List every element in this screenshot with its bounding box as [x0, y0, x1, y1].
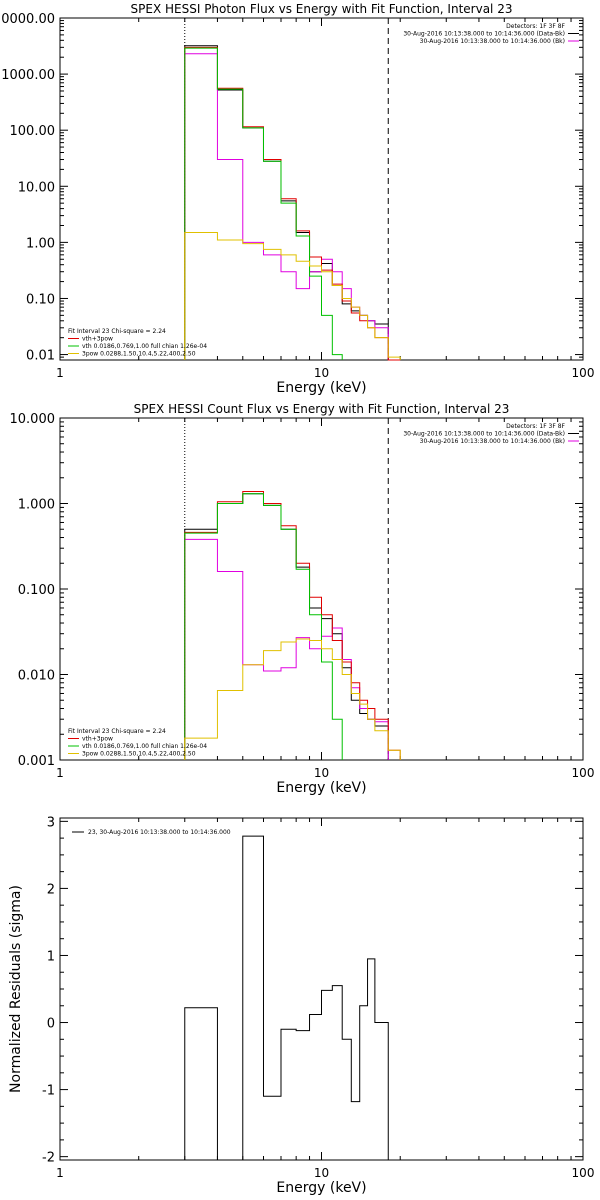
- chart-2-legend-bottom-entry: vth+3pow: [82, 736, 113, 743]
- chart-1-legend-bottom-entry: vth+3pow: [82, 336, 113, 343]
- chart-2-legend-bottom-entry: vth 0.0186,0.769,1.00 full chian 1.26e-0…: [82, 743, 207, 750]
- chart-1-legend-top-entry: Detectors: 1F 3F 8F: [506, 23, 565, 30]
- chart-2-x-tick-label: 100: [572, 766, 595, 780]
- chart-2-title: SPEX HESSI Count Flux vs Energy with Fit…: [134, 402, 510, 416]
- chart-3-legend-entry: 23, 30-Aug-2016 10:13:38.000 to 10:14:36…: [88, 829, 231, 836]
- chart-1-y-tick-label: 100.00: [10, 124, 56, 139]
- chart-2-series-1: [184, 493, 389, 760]
- chart-1-legend-top-entry: 30-Aug-2016 10:13:38.000 to 10:14:36.000…: [403, 31, 565, 38]
- chart-1-y-tick-label: 0.10: [26, 292, 55, 307]
- chart-3-y-label: Normalized Residuals (sigma): [8, 885, 24, 1093]
- chart-1-legend-bottom-entry: vth 0.0186,0.769,1.00 full chian 1.26e-0…: [82, 343, 207, 350]
- chart-1-x-tick-label: 10: [314, 366, 329, 380]
- chart-1-y-tick-label: 0.01: [26, 349, 55, 364]
- chart-3-x-label: Energy (keV): [276, 1180, 366, 1196]
- chart-1-x-tick-label: 100: [572, 366, 595, 380]
- chart-2-series-3: [184, 491, 401, 760]
- chart-1-x-tick-label: 1: [56, 366, 64, 380]
- chart-3-x-tick-label: 10: [314, 1166, 329, 1180]
- chart-3-x-tick-label: 1: [56, 1166, 64, 1180]
- chart-2-y-tick-label: 0.001: [18, 754, 55, 769]
- chart-2-x-tick-label: 1: [56, 766, 64, 780]
- chart-1-series-4: [184, 47, 343, 360]
- chart-2-legend-top-entry: 30-Aug-2016 10:13:38.000 to 10:14:36.000…: [403, 431, 565, 438]
- chart-2-legend-bottom-entry: Fit Interval 23 Chi-square = 2.24: [68, 728, 166, 735]
- chart-2-y-tick-label: 10.000: [10, 412, 56, 427]
- chart-1-y-tick-label: 1.00: [26, 236, 55, 251]
- chart-2-x-tick-label: 10: [314, 766, 329, 780]
- chart-3-y-tick-label: 3: [47, 815, 55, 830]
- chart-1-series-2: [184, 53, 389, 360]
- chart-2-y-tick-label: 0.100: [18, 583, 55, 598]
- chart-2-legend-bottom-entry: 3pow 0.0288,1.50,10.4,5.22,400,2.50: [82, 751, 196, 758]
- chart-2-x-label: Energy (keV): [276, 780, 366, 796]
- chart-1-legend-bottom-entry: Fit Interval 23 Chi-square = 2.24: [68, 328, 166, 335]
- chart-1-series-5: [184, 231, 401, 360]
- chart-1-y-tick-label: 1000.00: [1, 68, 55, 83]
- chart-2-y-tick-label: 0.010: [18, 669, 55, 684]
- chart-1-x-label: Energy (keV): [276, 380, 366, 396]
- chart-1-y-tick-label: 10.00: [18, 180, 55, 195]
- chart-3-y-tick-label: -1: [42, 1084, 55, 1099]
- chart-2-legend-top-entry: 30-Aug-2016 10:13:38.000 to 10:14:36.000…: [420, 438, 565, 445]
- chart-2-legend-top-entry: Detectors: 1F 3F 8F: [506, 423, 565, 430]
- chart-1-y-tick-label: 0000.00: [1, 12, 55, 27]
- chart-2-series-4: [184, 493, 343, 760]
- chart-1-legend-bottom-entry: 3pow 0.0288,1.50,10.4,5.22,400,2.50: [82, 351, 196, 358]
- chart-1-legend-top-entry: 30-Aug-2016 10:13:38.000 to 10:14:36.000…: [420, 38, 565, 45]
- chart-3-y-tick-label: 1: [47, 949, 55, 964]
- chart-3-frame: [59, 817, 584, 1161]
- chart-1-title: SPEX HESSI Photon Flux vs Energy with Fi…: [131, 2, 513, 16]
- chart-2-frame: [59, 417, 584, 761]
- chart-2-y-tick-label: 1.000: [18, 498, 55, 513]
- chart-3-y-tick-label: 0: [47, 1017, 55, 1032]
- chart-2-series-5: [184, 638, 401, 760]
- chart-3-x-tick-label: 100: [572, 1166, 595, 1180]
- chart-2-series-2: [184, 538, 389, 760]
- chart-3-y-tick-label: -2: [42, 1151, 55, 1166]
- chart-3-series-1: [184, 835, 389, 1161]
- chart-3-y-tick-label: 2: [47, 882, 55, 897]
